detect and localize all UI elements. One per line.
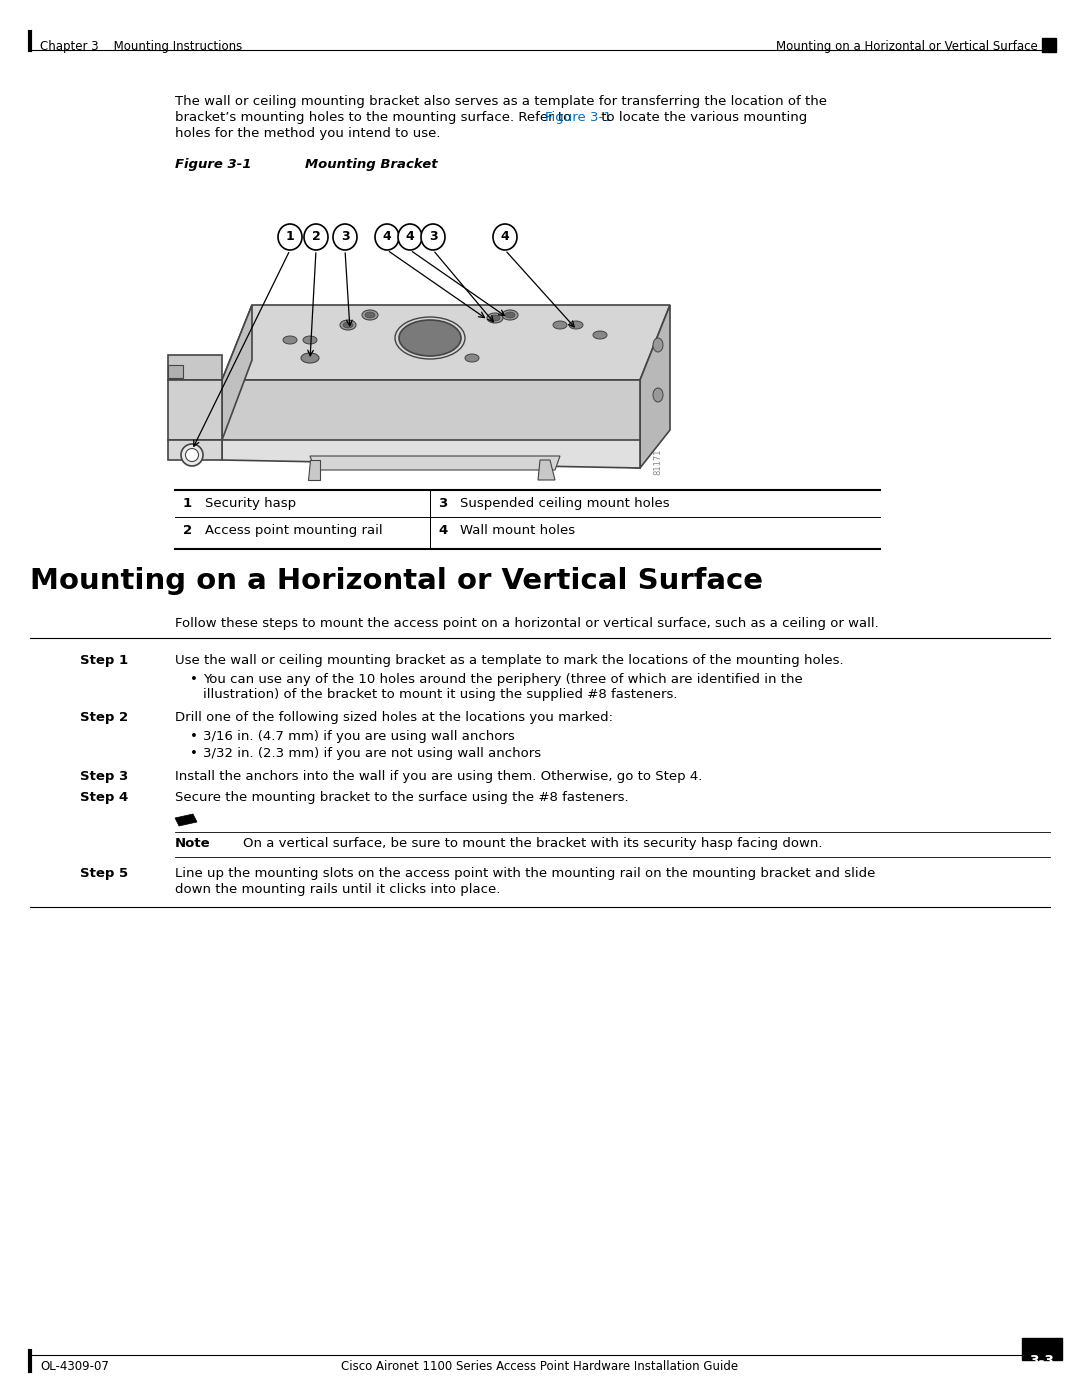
Text: The wall or ceiling mounting bracket also serves as a template for transferring : The wall or ceiling mounting bracket als… — [175, 95, 827, 108]
Text: Note: Note — [175, 837, 211, 849]
Ellipse shape — [303, 224, 328, 250]
Ellipse shape — [181, 444, 203, 467]
Text: 4: 4 — [406, 231, 415, 243]
Bar — [1042, 38, 1056, 52]
Text: Step 5: Step 5 — [80, 868, 129, 880]
Text: 1: 1 — [285, 231, 295, 243]
Ellipse shape — [375, 224, 399, 250]
Ellipse shape — [653, 388, 663, 402]
Text: You can use any of the 10 holes around the periphery (three of which are identif: You can use any of the 10 holes around t… — [203, 672, 802, 686]
Ellipse shape — [465, 353, 480, 362]
Text: Access point mounting rail: Access point mounting rail — [205, 524, 382, 536]
Polygon shape — [222, 305, 252, 440]
Polygon shape — [168, 355, 222, 380]
Polygon shape — [168, 365, 183, 379]
Text: Wall mount holes: Wall mount holes — [460, 524, 576, 536]
Ellipse shape — [186, 448, 199, 461]
Bar — [1022, 1338, 1062, 1361]
Text: Follow these steps to mount the access point on a horizontal or vertical surface: Follow these steps to mount the access p… — [175, 617, 879, 630]
Text: Secure the mounting bracket to the surface using the #8 fasteners.: Secure the mounting bracket to the surfa… — [175, 792, 629, 805]
Text: 4: 4 — [501, 231, 510, 243]
Ellipse shape — [303, 337, 318, 344]
Polygon shape — [222, 305, 670, 380]
Text: Suspended ceiling mount holes: Suspended ceiling mount holes — [460, 497, 670, 510]
Ellipse shape — [283, 337, 297, 344]
Ellipse shape — [569, 321, 583, 330]
Text: 3-3: 3-3 — [1029, 1354, 1054, 1368]
Text: 3: 3 — [429, 231, 437, 243]
Text: 1: 1 — [183, 497, 192, 510]
Text: to locate the various mounting: to locate the various mounting — [597, 110, 807, 124]
Text: 2: 2 — [312, 231, 321, 243]
Text: Chapter 3    Mounting Instructions: Chapter 3 Mounting Instructions — [40, 41, 242, 53]
Ellipse shape — [492, 224, 517, 250]
Text: •: • — [190, 672, 198, 686]
Text: Step 4: Step 4 — [80, 792, 129, 805]
Text: Mounting on a Horizontal or Vertical Surface: Mounting on a Horizontal or Vertical Sur… — [30, 567, 762, 595]
Text: Use the wall or ceiling mounting bracket as a template to mark the locations of : Use the wall or ceiling mounting bracket… — [175, 654, 843, 666]
Text: 3/32 in. (2.3 mm) if you are not using wall anchors: 3/32 in. (2.3 mm) if you are not using w… — [203, 746, 541, 760]
Text: Security hasp: Security hasp — [205, 497, 296, 510]
Text: Step 2: Step 2 — [80, 711, 129, 725]
Text: Mounting Bracket: Mounting Bracket — [305, 158, 437, 170]
Text: 3: 3 — [438, 497, 447, 510]
Text: Figure 3-1: Figure 3-1 — [545, 110, 611, 124]
Polygon shape — [640, 305, 670, 468]
Polygon shape — [222, 440, 640, 468]
Text: 4: 4 — [382, 231, 391, 243]
Text: Install the anchors into the wall if you are using them. Otherwise, go to Step 4: Install the anchors into the wall if you… — [175, 770, 702, 782]
Polygon shape — [168, 380, 222, 440]
Ellipse shape — [653, 338, 663, 352]
Ellipse shape — [333, 224, 357, 250]
Polygon shape — [310, 455, 561, 469]
Text: •: • — [190, 746, 198, 760]
Text: Step 1: Step 1 — [80, 654, 129, 666]
Ellipse shape — [343, 321, 353, 328]
Ellipse shape — [505, 312, 515, 319]
Ellipse shape — [421, 224, 445, 250]
Text: 3/16 in. (4.7 mm) if you are using wall anchors: 3/16 in. (4.7 mm) if you are using wall … — [203, 731, 515, 743]
Ellipse shape — [365, 312, 375, 319]
Text: bracket’s mounting holes to the mounting surface. Refer to: bracket’s mounting holes to the mounting… — [175, 110, 576, 124]
Polygon shape — [168, 440, 222, 460]
Ellipse shape — [340, 320, 356, 330]
Text: 3: 3 — [340, 231, 349, 243]
Text: Step 3: Step 3 — [80, 770, 129, 782]
Text: On a vertical surface, be sure to mount the bracket with its security hasp facin: On a vertical surface, be sure to mount … — [243, 837, 823, 849]
Ellipse shape — [593, 331, 607, 339]
Ellipse shape — [490, 314, 500, 321]
Text: Cisco Aironet 1100 Series Access Point Hardware Installation Guide: Cisco Aironet 1100 Series Access Point H… — [341, 1361, 739, 1373]
Text: OL-4309-07: OL-4309-07 — [40, 1361, 109, 1373]
Polygon shape — [538, 460, 555, 481]
Ellipse shape — [553, 321, 567, 330]
Text: Line up the mounting slots on the access point with the mounting rail on the mou: Line up the mounting slots on the access… — [175, 868, 876, 880]
Ellipse shape — [487, 313, 503, 323]
Text: 81171: 81171 — [653, 448, 662, 475]
Text: Drill one of the following sized holes at the locations you marked:: Drill one of the following sized holes a… — [175, 711, 613, 725]
Text: down the mounting rails until it clicks into place.: down the mounting rails until it clicks … — [175, 883, 500, 895]
Text: holes for the method you intend to use.: holes for the method you intend to use. — [175, 127, 441, 140]
Ellipse shape — [502, 310, 518, 320]
Text: 2: 2 — [183, 524, 192, 536]
Text: Mounting on a Horizontal or Vertical Surface: Mounting on a Horizontal or Vertical Sur… — [777, 41, 1038, 53]
Text: Figure 3-1: Figure 3-1 — [175, 158, 252, 170]
Text: 4: 4 — [438, 524, 447, 536]
Text: •: • — [190, 731, 198, 743]
Ellipse shape — [278, 224, 302, 250]
Ellipse shape — [399, 320, 461, 356]
Polygon shape — [308, 460, 320, 481]
Polygon shape — [175, 814, 197, 826]
Ellipse shape — [362, 310, 378, 320]
Polygon shape — [222, 380, 640, 468]
Ellipse shape — [301, 353, 319, 363]
Ellipse shape — [399, 224, 422, 250]
Text: illustration) of the bracket to mount it using the supplied #8 fasteners.: illustration) of the bracket to mount it… — [203, 687, 677, 701]
